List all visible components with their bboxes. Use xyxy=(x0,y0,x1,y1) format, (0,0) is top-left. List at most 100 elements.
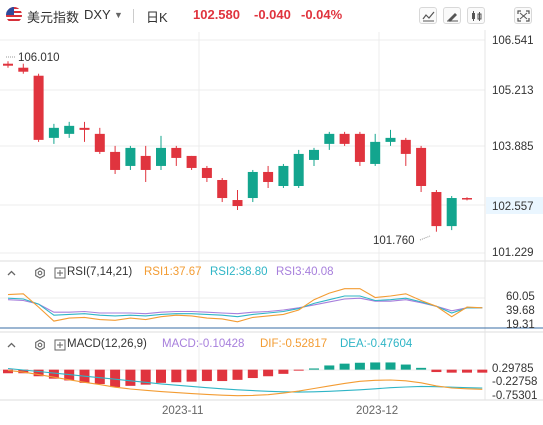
macd-histogram-bar xyxy=(94,369,105,385)
candle-body xyxy=(94,133,105,152)
drawing-icon[interactable] xyxy=(443,7,461,24)
rsi2-value: RSI2:38.80 xyxy=(210,266,268,278)
candle-body xyxy=(156,147,166,166)
candle-body xyxy=(263,171,274,182)
rsi-axis-tick: 19.31 xyxy=(506,319,535,331)
candle-body xyxy=(400,139,411,154)
macd-histogram-bar xyxy=(477,369,488,373)
macd-histogram-bar xyxy=(278,369,289,374)
instrument-symbol[interactable]: DXY xyxy=(84,7,111,22)
rsi-axis-tick: 60.05 xyxy=(506,291,535,303)
header-divider xyxy=(133,9,134,23)
macd-histogram-bar xyxy=(125,369,136,386)
candle-body xyxy=(48,127,59,138)
candle-body xyxy=(309,149,319,160)
macd-histogram-bar xyxy=(309,368,319,370)
time-tick: 2023-12 xyxy=(356,405,398,417)
us-flag-icon xyxy=(6,7,22,23)
instrument-name[interactable]: 美元指数 xyxy=(27,10,80,25)
macd-title: MACD(12,26,9) xyxy=(67,338,147,350)
candle-body xyxy=(232,200,243,207)
indicator-toggle-icon[interactable] xyxy=(54,266,66,284)
rsi-axis-tick: 39.68 xyxy=(506,305,535,317)
candle-body xyxy=(33,75,44,140)
macd-value: MACD:-0.10428 xyxy=(162,338,245,350)
macd-axis-tick: -0.75301 xyxy=(492,390,537,402)
price-tick: 105.213 xyxy=(492,85,534,97)
macd-histogram-bar xyxy=(48,369,59,379)
macd-histogram-bar xyxy=(3,369,13,374)
collapse-chevron-icon[interactable] xyxy=(6,266,17,284)
macd-histogram-bar xyxy=(232,369,243,380)
candle-body xyxy=(293,153,304,186)
current-price-tag: 102.557 xyxy=(492,201,534,213)
rsi2-line xyxy=(7,295,483,318)
dif-value: DIF:-0.52817 xyxy=(260,338,328,350)
indicator-toggle-icon[interactable] xyxy=(54,338,66,356)
chart-header: 美元指数 DXY ▼ 日K 102.580 -0.040 -0.04% xyxy=(0,0,543,30)
candle-body xyxy=(431,192,442,227)
macd-histogram-bar xyxy=(385,362,396,370)
settings-gear-icon[interactable] xyxy=(34,338,46,356)
candle-body xyxy=(462,198,472,200)
dea-line xyxy=(7,367,483,393)
price-tick: 101.229 xyxy=(492,247,534,259)
candle-body xyxy=(186,155,197,168)
macd-histogram-bar xyxy=(171,369,182,383)
candle-body xyxy=(3,63,13,66)
candle-body xyxy=(110,151,121,170)
macd-histogram-bar xyxy=(186,369,197,382)
candle-body xyxy=(370,141,381,164)
macd-histogram-bar xyxy=(110,369,121,388)
macd-histogram-bar xyxy=(431,369,442,373)
candle-body xyxy=(354,133,365,162)
candle-body xyxy=(247,171,258,199)
macd-histogram-bar xyxy=(339,363,350,370)
macd-histogram-bar xyxy=(462,369,472,373)
fullscreen-icon[interactable] xyxy=(514,7,532,24)
low-price-annotation: 101.760 xyxy=(373,235,415,247)
macd-histogram-bar xyxy=(446,369,457,373)
current-price-tag-bg xyxy=(486,197,543,214)
candle-body xyxy=(125,147,136,166)
price-change: -0.040 xyxy=(254,7,291,22)
price-change-percent: -0.04% xyxy=(301,7,343,22)
macd-histogram-bar xyxy=(324,365,335,370)
candle-body xyxy=(140,155,151,170)
macd-histogram-bar xyxy=(400,364,411,370)
dif-line xyxy=(7,369,483,397)
last-price: 102.580 xyxy=(193,7,240,22)
candle-body xyxy=(201,167,212,178)
macd-histogram-bar xyxy=(370,362,381,370)
macd-histogram-bar xyxy=(293,369,304,371)
price-tick: 106.541 xyxy=(492,35,534,47)
indicator-icon[interactable] xyxy=(419,7,437,24)
macd-histogram-bar xyxy=(247,369,258,379)
collapse-chevron-icon[interactable] xyxy=(6,338,17,356)
candle-body xyxy=(18,67,29,72)
rsi3-line xyxy=(7,297,483,315)
macd-histogram-bar xyxy=(201,369,212,382)
candle-body xyxy=(217,179,228,199)
time-tick: 2023-11 xyxy=(162,405,203,417)
macd-histogram-bar xyxy=(18,369,29,374)
candle-body xyxy=(446,198,457,227)
macd-histogram-bar xyxy=(416,367,427,370)
macd-histogram-bar xyxy=(354,362,365,370)
macd-histogram-bar xyxy=(263,369,274,377)
compare-icon[interactable] xyxy=(467,7,485,24)
candle-body xyxy=(339,133,350,144)
macd-histogram-bar xyxy=(33,369,44,377)
price-tick: 103.885 xyxy=(492,141,534,153)
dea-value: DEA:-0.47604 xyxy=(340,338,413,350)
timeframe-selector[interactable]: 日K xyxy=(146,10,168,25)
settings-gear-icon[interactable] xyxy=(34,266,46,284)
macd-histogram-bar xyxy=(217,369,228,382)
candle-body xyxy=(385,137,396,142)
low-annotation-leader xyxy=(419,235,431,241)
candle-body xyxy=(324,133,335,144)
candle-body xyxy=(416,147,427,186)
candle-body xyxy=(171,147,182,158)
symbol-chevron-down-icon[interactable]: ▼ xyxy=(114,10,123,20)
